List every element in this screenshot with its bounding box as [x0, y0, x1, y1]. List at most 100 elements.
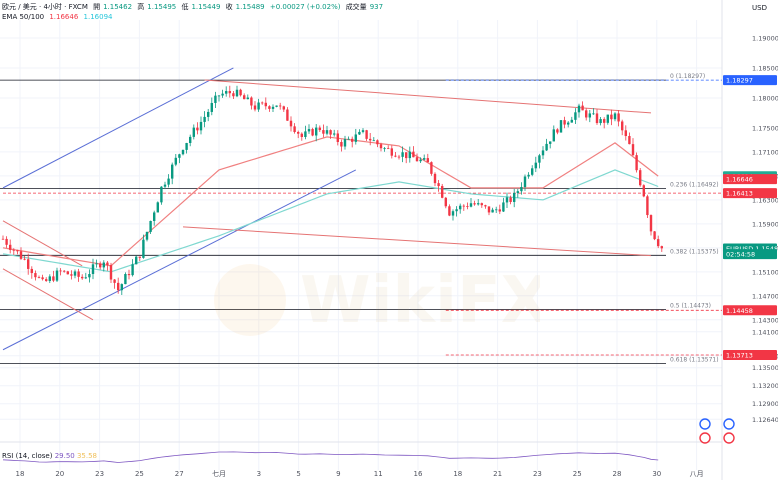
candle-body	[189, 136, 192, 143]
candle-body	[401, 152, 404, 157]
x-tick-label: 八月	[690, 470, 704, 478]
price-tag-label: 1.16646	[726, 176, 753, 184]
candle-body	[646, 196, 649, 216]
candle-body	[606, 114, 609, 123]
x-tick-label: 23	[533, 470, 542, 478]
rsi-line[interactable]	[2, 451, 659, 463]
candle-body	[473, 203, 476, 205]
candle-body	[361, 130, 365, 132]
y-tick-label: 1.13500	[752, 364, 778, 372]
candle-body	[369, 138, 372, 141]
candle-body	[394, 155, 397, 157]
candle-body	[534, 162, 537, 169]
candle-body	[484, 205, 487, 207]
candle-body	[387, 148, 390, 150]
candle-body	[293, 126, 296, 133]
x-tick-label: 30	[652, 470, 661, 478]
rsi-legend[interactable]: RSI (14, close) 29.50 35.58	[2, 452, 97, 460]
y-tick-label: 1.18500	[752, 64, 778, 72]
candle-body	[419, 159, 422, 162]
x-tick-label: 七月	[212, 469, 226, 478]
candle-body	[142, 239, 145, 258]
economic-event-icon[interactable]	[699, 432, 711, 444]
candle-body	[657, 239, 660, 247]
trendline[interactable]	[182, 226, 652, 257]
candle-body	[379, 144, 383, 149]
candle-body	[318, 127, 321, 131]
candle-body	[325, 130, 329, 134]
y-tick-label: 1.17100	[752, 148, 778, 156]
candle-body	[520, 187, 523, 192]
candle-body	[117, 282, 120, 291]
price-tag-label: 1.16413	[726, 190, 753, 198]
candle-body	[34, 273, 37, 278]
price-tag-label: 1.13713	[726, 351, 753, 359]
candle-body	[621, 121, 624, 131]
candle-body	[585, 110, 588, 118]
candle-body	[307, 129, 311, 132]
candle-body	[372, 140, 375, 142]
candle-body	[574, 112, 577, 120]
candle-body	[495, 209, 498, 211]
x-tick-label: 27	[175, 470, 184, 478]
candle-body	[469, 203, 473, 207]
candle-body	[538, 155, 541, 163]
y-tick-label: 1.15900	[752, 220, 778, 228]
candle-body	[250, 97, 253, 106]
high-label: 高	[137, 3, 145, 11]
x-tick-label: 21	[493, 470, 502, 478]
x-tick-label: 28	[613, 470, 622, 478]
candle-body	[423, 158, 426, 160]
candle-body	[286, 109, 289, 121]
candle-body	[257, 102, 260, 110]
candle-body	[99, 263, 102, 268]
candle-body	[279, 105, 282, 107]
price-tag	[723, 249, 777, 260]
trendline[interactable]	[2, 67, 234, 189]
y-tick-label: 1.15100	[752, 268, 778, 276]
candle-body	[106, 262, 109, 266]
candle-body	[329, 130, 332, 135]
candle-body	[27, 259, 30, 269]
candle-body	[603, 119, 606, 123]
candle-body	[336, 133, 339, 142]
candle-body	[617, 113, 620, 122]
symbol-line[interactable]: 欧元 / 美元 · 4小时 · FXCM	[2, 3, 88, 11]
ema50-line[interactable]	[2, 136, 659, 267]
economic-event-icon[interactable]	[723, 432, 735, 444]
candle-body	[207, 111, 210, 117]
price-tag-label: 1.18297	[726, 77, 753, 85]
trendline[interactable]	[2, 268, 94, 321]
x-tick-label: 18	[16, 470, 25, 478]
candle-body	[498, 209, 501, 212]
candle-body	[462, 205, 465, 207]
fib-level-label: 0.5 (1.14473)	[670, 302, 711, 309]
candle-body	[149, 220, 152, 232]
candle-body	[581, 105, 584, 111]
price-axis-unit[interactable]: USD	[752, 4, 767, 12]
x-tick-label: 25	[573, 470, 582, 478]
x-tick-label: 16	[414, 470, 423, 478]
change-value: +0.00027 (+0.02%)	[269, 3, 341, 11]
y-tick-label: 1.19000	[752, 34, 778, 42]
fib-level-label: 0.618 (1.13571)	[670, 356, 719, 363]
candle-body	[333, 133, 336, 135]
trendline[interactable]	[204, 79, 652, 114]
candle-body	[214, 95, 217, 103]
candle-body	[459, 205, 462, 210]
candle-body	[351, 138, 354, 142]
candle-body	[347, 138, 350, 140]
candle-body	[405, 152, 408, 159]
ema-label: EMA 50/100	[2, 13, 45, 21]
candle-body	[59, 270, 62, 272]
economic-event-icon[interactable]	[699, 418, 711, 430]
candle-body	[77, 271, 80, 277]
ema-legend[interactable]: EMA 50/100 1.16646 1.16094	[2, 12, 115, 22]
economic-event-icon[interactable]	[723, 418, 735, 430]
candle-body	[513, 192, 516, 202]
candle-body	[588, 113, 591, 118]
candle-body	[426, 158, 429, 163]
candle-body	[63, 270, 66, 272]
trendline[interactable]	[2, 169, 357, 351]
